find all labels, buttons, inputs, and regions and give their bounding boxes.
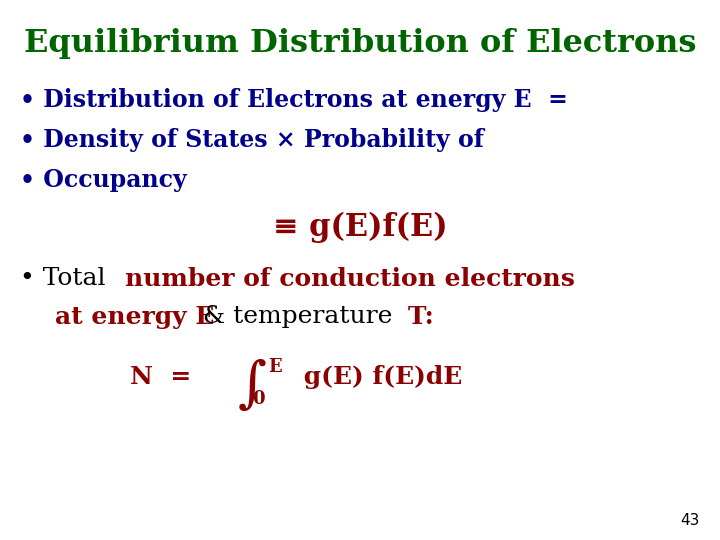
Text: • Occupancy: • Occupancy bbox=[20, 168, 186, 192]
Text: N  =: N = bbox=[130, 365, 192, 389]
Text: & temperature: & temperature bbox=[195, 305, 400, 328]
Text: g(E) f(E)dE: g(E) f(E)dE bbox=[295, 365, 462, 389]
Text: ∫: ∫ bbox=[238, 358, 267, 413]
Text: • Density of States × Probability of: • Density of States × Probability of bbox=[20, 128, 484, 152]
Text: E: E bbox=[268, 358, 282, 376]
Text: at energy E: at energy E bbox=[55, 305, 215, 329]
Text: T:: T: bbox=[408, 305, 435, 329]
Text: ≡ g(E)f(E): ≡ g(E)f(E) bbox=[273, 212, 447, 243]
Text: Equilibrium Distribution of Electrons: Equilibrium Distribution of Electrons bbox=[24, 28, 696, 59]
Text: 0: 0 bbox=[252, 390, 265, 408]
Text: • Distribution of Electrons at energy E  =: • Distribution of Electrons at energy E … bbox=[20, 88, 568, 112]
Text: 43: 43 bbox=[680, 513, 700, 528]
Text: • Total: • Total bbox=[20, 267, 114, 290]
Text: number of conduction electrons: number of conduction electrons bbox=[125, 267, 575, 291]
